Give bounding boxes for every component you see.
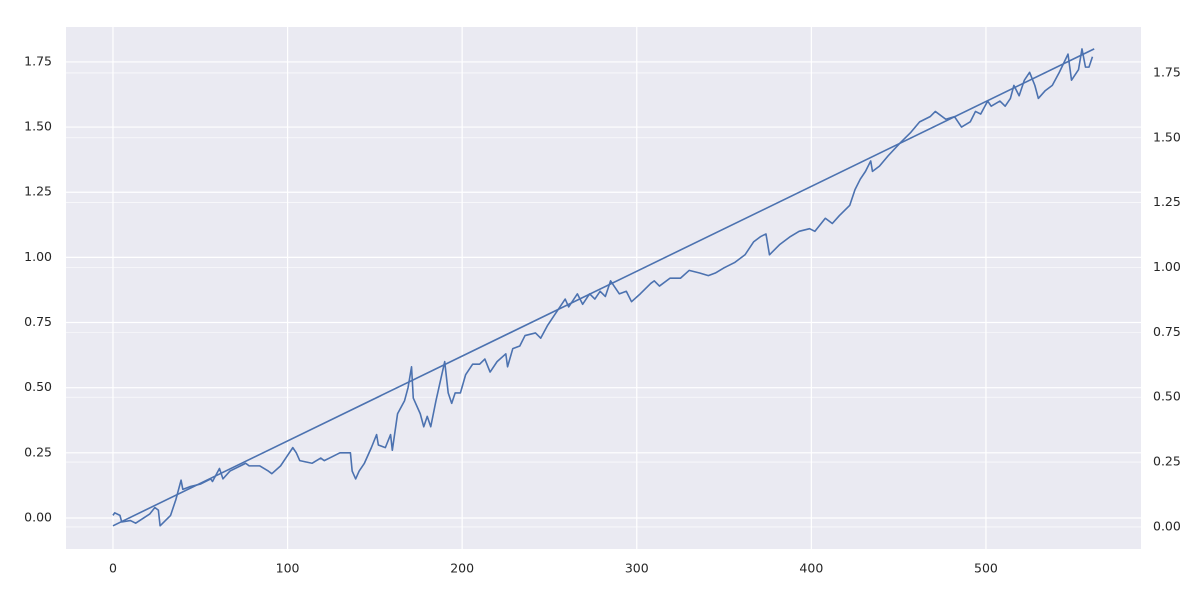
y-tick-label: 0.00 xyxy=(24,509,52,524)
y2-tick-label: 0.75 xyxy=(1153,324,1181,339)
y2-tick-label: 1.25 xyxy=(1153,194,1181,209)
y-tick-label: 1.75 xyxy=(24,53,52,68)
x-tick-label: 400 xyxy=(799,561,823,576)
x-tick-label: 500 xyxy=(974,561,998,576)
y2-tick-label: 0.50 xyxy=(1153,389,1181,404)
data-line xyxy=(112,48,1095,527)
y-tick-label: 0.25 xyxy=(24,444,52,459)
y2-tick-label: 0.25 xyxy=(1153,454,1181,469)
x-tick-label: 200 xyxy=(450,561,474,576)
y-tick-label: 1.25 xyxy=(24,184,52,199)
x-tick-label: 300 xyxy=(625,561,649,576)
y-tick-label: 1.50 xyxy=(24,119,52,134)
x-tick-label: 100 xyxy=(276,561,300,576)
x-tick-label: 0 xyxy=(109,561,117,576)
data-line xyxy=(112,48,1094,527)
y2-tick-label: 1.00 xyxy=(1153,259,1181,274)
y-tick-label: 0.75 xyxy=(24,314,52,329)
y2-tick-label: 0.00 xyxy=(1153,518,1181,533)
y2-tick-label: 1.50 xyxy=(1153,129,1181,144)
y2-tick-label: 1.75 xyxy=(1153,64,1181,79)
y-tick-label: 1.00 xyxy=(24,249,52,264)
y-tick-label: 0.50 xyxy=(24,379,52,394)
